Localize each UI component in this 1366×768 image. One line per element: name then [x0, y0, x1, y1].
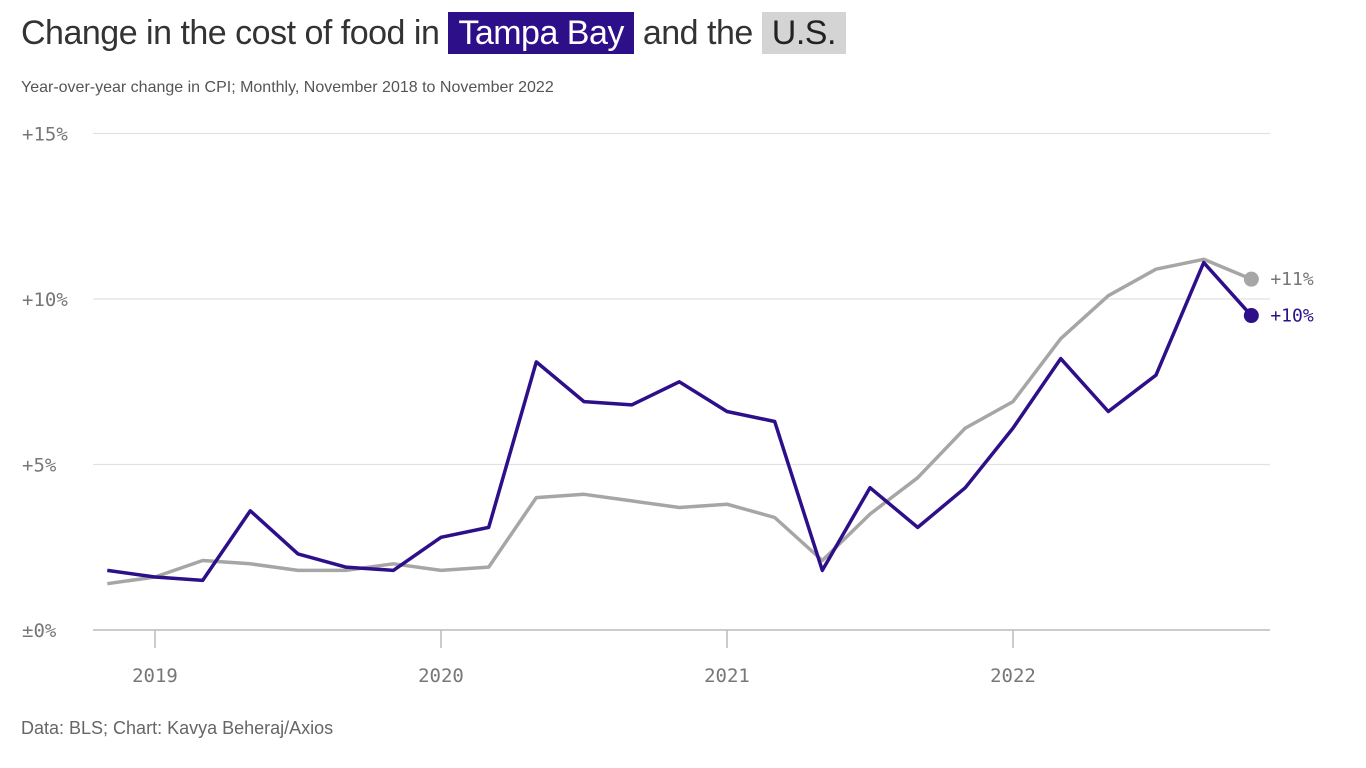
x-tick-label: 2021: [704, 665, 750, 687]
title-highlight-us: U.S.: [761, 12, 846, 54]
chart-subtitle: Year-over-year change in CPI; Monthly, N…: [21, 79, 554, 96]
y-tick-label: +10%: [22, 289, 68, 311]
title-middle: and the: [642, 14, 753, 52]
series-line-tampa-bay: [107, 260, 1253, 583]
source-note: Data: BLS; Chart: Kavya Beheraj/Axios: [21, 718, 334, 738]
title-prefix: Change in the cost of food in: [21, 14, 440, 52]
x-tick-label: 2020: [418, 665, 464, 687]
y-tick-label: +5%: [22, 455, 57, 477]
x-tick-label: 2022: [990, 665, 1036, 687]
end-point-marker: [1243, 271, 1259, 287]
end-value-label: +11%: [1270, 269, 1314, 290]
chart-title: Change in the cost of food in Tampa Bay …: [21, 12, 846, 54]
title-highlight-tampa: Tampa Bay: [448, 12, 634, 54]
end-value-label: +10%: [1270, 306, 1314, 327]
x-tick-label: 2019: [132, 665, 178, 687]
series-line-us: [107, 257, 1252, 586]
end-point-marker: [1243, 308, 1259, 324]
y-tick-label: ±0%: [22, 620, 57, 642]
y-tick-label: +15%: [22, 124, 68, 146]
